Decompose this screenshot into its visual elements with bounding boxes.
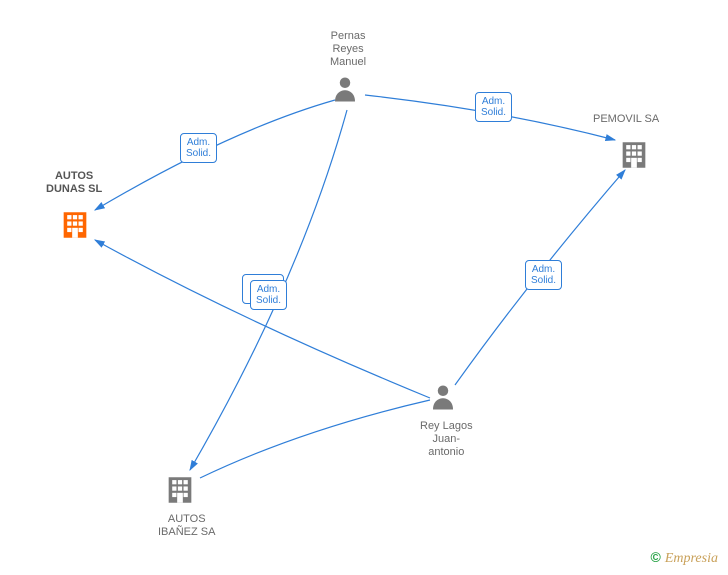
network-edges — [0, 0, 728, 575]
edge — [95, 240, 430, 398]
person-icon[interactable] — [330, 73, 360, 110]
node-label: AUTOS IBAÑEZ SA — [158, 513, 215, 539]
watermark: © Empresia — [651, 549, 718, 567]
copyright-symbol: © — [651, 549, 661, 565]
edge-label: Adm. Solid. — [180, 133, 217, 163]
edge-label: Adm. Solid. — [475, 92, 512, 122]
person-icon[interactable] — [428, 381, 458, 418]
building-icon[interactable] — [58, 208, 92, 247]
node-label: Pernas Reyes Manuel — [330, 30, 366, 70]
brand-name: Empresia — [665, 551, 718, 566]
building-icon[interactable] — [163, 473, 197, 512]
node-label: PEMOVIL SA — [593, 113, 659, 126]
building-icon[interactable] — [617, 138, 651, 177]
edge — [200, 400, 430, 478]
node-label: Rey Lagos Juan- antonio — [420, 420, 473, 460]
edge-label-stack-front: Adm. Solid. — [250, 280, 287, 310]
node-label: AUTOS DUNAS SL — [46, 170, 102, 196]
edge-label: Adm. Solid. — [525, 260, 562, 290]
